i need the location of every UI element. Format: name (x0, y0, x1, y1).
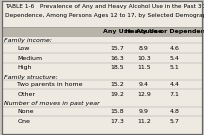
Text: 4.6: 4.6 (170, 46, 179, 51)
Text: Family structure:: Family structure: (4, 75, 57, 80)
Text: 7.1: 7.1 (170, 92, 179, 97)
Bar (2, 27, 202, 36)
Text: 19.2: 19.2 (110, 92, 124, 97)
Text: 8.9: 8.9 (139, 46, 149, 51)
Text: 4.4: 4.4 (169, 82, 180, 87)
Text: 15.8: 15.8 (111, 109, 124, 114)
Text: One: One (17, 119, 30, 124)
Text: 9.9: 9.9 (139, 109, 149, 114)
Text: Other: Other (17, 92, 35, 97)
Text: Two parents in home: Two parents in home (17, 82, 83, 87)
Text: 15.7: 15.7 (110, 46, 124, 51)
Text: Number of moves in past year: Number of moves in past year (4, 101, 99, 106)
Text: 10.3: 10.3 (137, 55, 151, 61)
Text: High: High (17, 65, 32, 70)
Text: TABLE 1-6   Prevalence of Any and Heavy Alcohol Use in the Past 30 Days, and Alc: TABLE 1-6 Prevalence of Any and Heavy Al… (5, 4, 204, 9)
Text: Dependence, Among Persons Ages 12 to 17, by Selected Demographic Variables: Dependence, Among Persons Ages 12 to 17,… (5, 13, 204, 18)
Text: Family income:: Family income: (4, 38, 52, 43)
Text: 16.3: 16.3 (110, 55, 124, 61)
Text: Abuse or Dependence: Abuse or Dependence (136, 28, 204, 34)
Text: 5.1: 5.1 (170, 65, 179, 70)
Text: 15.2: 15.2 (110, 82, 124, 87)
Text: 12.9: 12.9 (137, 92, 151, 97)
Text: Any Use: Any Use (103, 28, 132, 34)
Text: Medium: Medium (17, 55, 42, 61)
Text: 5.7: 5.7 (170, 119, 179, 124)
Text: 17.3: 17.3 (110, 119, 124, 124)
Text: 4.8: 4.8 (170, 109, 179, 114)
Text: 11.5: 11.5 (137, 65, 151, 70)
Text: Low: Low (17, 46, 30, 51)
Text: Heavy Use: Heavy Use (125, 28, 162, 34)
Text: 11.2: 11.2 (137, 119, 151, 124)
Text: None: None (17, 109, 34, 114)
Text: 18.5: 18.5 (111, 65, 124, 70)
Text: 9.4: 9.4 (139, 82, 149, 87)
Text: 5.4: 5.4 (170, 55, 179, 61)
